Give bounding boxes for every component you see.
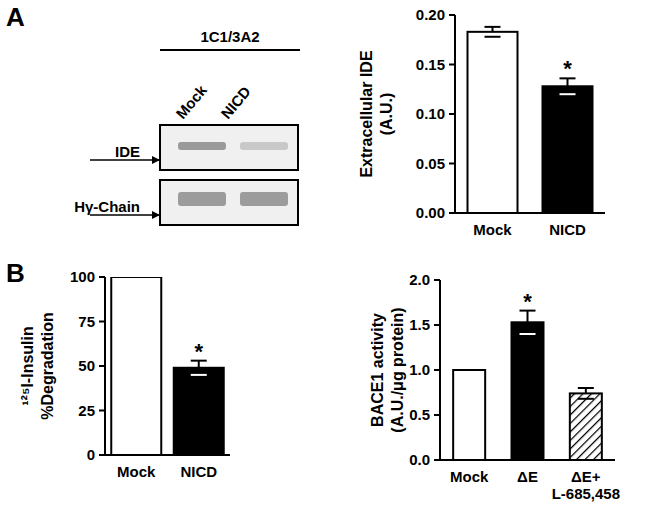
y-tick-label: 0.05 [416, 155, 445, 172]
y-label: Extracellular IDE [358, 50, 375, 178]
x-tick-label: Mock [117, 463, 156, 480]
error-cap [578, 387, 594, 389]
blot-band [178, 192, 226, 206]
x-axis [440, 459, 615, 461]
bar [468, 32, 518, 213]
error-bar [578, 388, 594, 399]
chart: 0.0 0.5 1.0 1.5 2.0 Mock ΔE ΔE+L-685,458 BACE1 a… [369, 271, 620, 502]
y-tick [449, 163, 455, 165]
x-tick-label: Mock [450, 468, 489, 485]
bar [174, 368, 224, 455]
y-tick-label: 100 [70, 268, 95, 285]
y-tick-label: 0.00 [416, 204, 445, 221]
blot-header-line [160, 49, 300, 51]
x-tick-label: NICD [549, 221, 586, 238]
y-tick-label: 25 [78, 402, 95, 419]
blot-band [240, 142, 288, 150]
lane-label: Mock [172, 81, 210, 122]
x-tick-label: Mock [473, 221, 512, 238]
label-line: L-685,458 [552, 485, 620, 502]
label-line: Mock [450, 468, 489, 485]
panel-label: B [6, 258, 25, 288]
error-bar [520, 311, 536, 334]
blot-band [240, 192, 288, 206]
y-tick [99, 321, 105, 323]
y-label: BACE1 activity [369, 313, 386, 427]
error-bar [485, 27, 501, 37]
label-line: ΔE+ [571, 468, 601, 485]
error-cap-low [191, 374, 207, 376]
label-line: NICD [180, 463, 217, 480]
error-cap-low [485, 36, 501, 38]
x-axis [105, 454, 230, 456]
blot-header: 1C1/3A2 [200, 28, 259, 45]
y-label: ¹²⁵I-Insulin [19, 326, 36, 406]
bar [543, 86, 593, 213]
y-label: (A.U.) [378, 93, 395, 136]
y-tick-label: 1.0 [409, 361, 430, 378]
y-tick [434, 459, 440, 461]
y-tick-label: 0 [87, 446, 95, 463]
marks [453, 311, 602, 460]
bar [453, 370, 485, 460]
error-cap-low [520, 333, 536, 335]
chart: 0.00 0.05 0.10 0.15 0.20 Mock NICD Extracellula… [358, 6, 605, 238]
y-tick [99, 365, 105, 367]
y-tick-label: 0.5 [409, 406, 430, 423]
row-arrow [90, 214, 160, 216]
y-tick [449, 64, 455, 66]
lane-label: NICD [217, 83, 254, 122]
x-tick-label: ΔE+L-685,458 [552, 468, 620, 502]
panel-label: A [6, 2, 25, 32]
blot-box [160, 180, 298, 225]
bar [570, 393, 602, 460]
y-tick [99, 276, 105, 278]
y-tick [434, 414, 440, 416]
annotation: * [523, 289, 532, 314]
marks [111, 277, 224, 455]
annotation: * [563, 56, 572, 81]
y-tick-label: 50 [78, 357, 95, 374]
y-label: (A.U./μg protein) [389, 307, 406, 432]
annotation: * [194, 339, 203, 364]
label-line: Mock [117, 463, 156, 480]
y-tick [449, 113, 455, 115]
bar [111, 277, 161, 455]
error-cap [485, 26, 501, 28]
row-arrowhead [152, 211, 160, 219]
bar [512, 322, 544, 460]
y-tick [434, 324, 440, 326]
y-tick-label: 0.20 [416, 6, 445, 23]
error-cap-low [560, 93, 576, 95]
y-tick-label: 0.0 [409, 451, 430, 468]
row-label: IDE [115, 143, 140, 160]
y-tick-label: 0.15 [416, 56, 445, 73]
y-tick [99, 410, 105, 412]
x-tick-label: NICD [180, 463, 217, 480]
y-tick [434, 369, 440, 371]
figure: AB1C1/3A2MockNICDIDEHγ-Chain0.000.050.10… [0, 0, 662, 518]
label-line: NICD [549, 221, 586, 238]
y-tick-label: 0.10 [416, 105, 445, 122]
y-tick [99, 454, 105, 456]
row-arrow [90, 159, 160, 161]
error-cap-low [578, 398, 594, 400]
label-line: Mock [473, 221, 512, 238]
label-line: ΔE [517, 468, 538, 485]
row-arrowhead [152, 156, 160, 164]
y-tick-label: 2.0 [409, 271, 430, 288]
y-tick [449, 14, 455, 16]
x-tick-label: ΔE [517, 468, 538, 485]
marks [468, 27, 593, 213]
x-axis [455, 212, 605, 214]
y-tick [449, 212, 455, 214]
y-tick-label: 1.5 [409, 316, 430, 333]
blot-band [178, 142, 226, 150]
y-tick-label: 75 [78, 313, 95, 330]
row-label: Hγ-Chain [74, 198, 140, 215]
chart: 0 25 50 75 100 Mock NICD ¹²⁵I-Insulin%Degradati… [19, 268, 230, 480]
y-label: %Degradation [39, 312, 56, 420]
y-tick [434, 279, 440, 281]
blot-box [160, 125, 298, 170]
